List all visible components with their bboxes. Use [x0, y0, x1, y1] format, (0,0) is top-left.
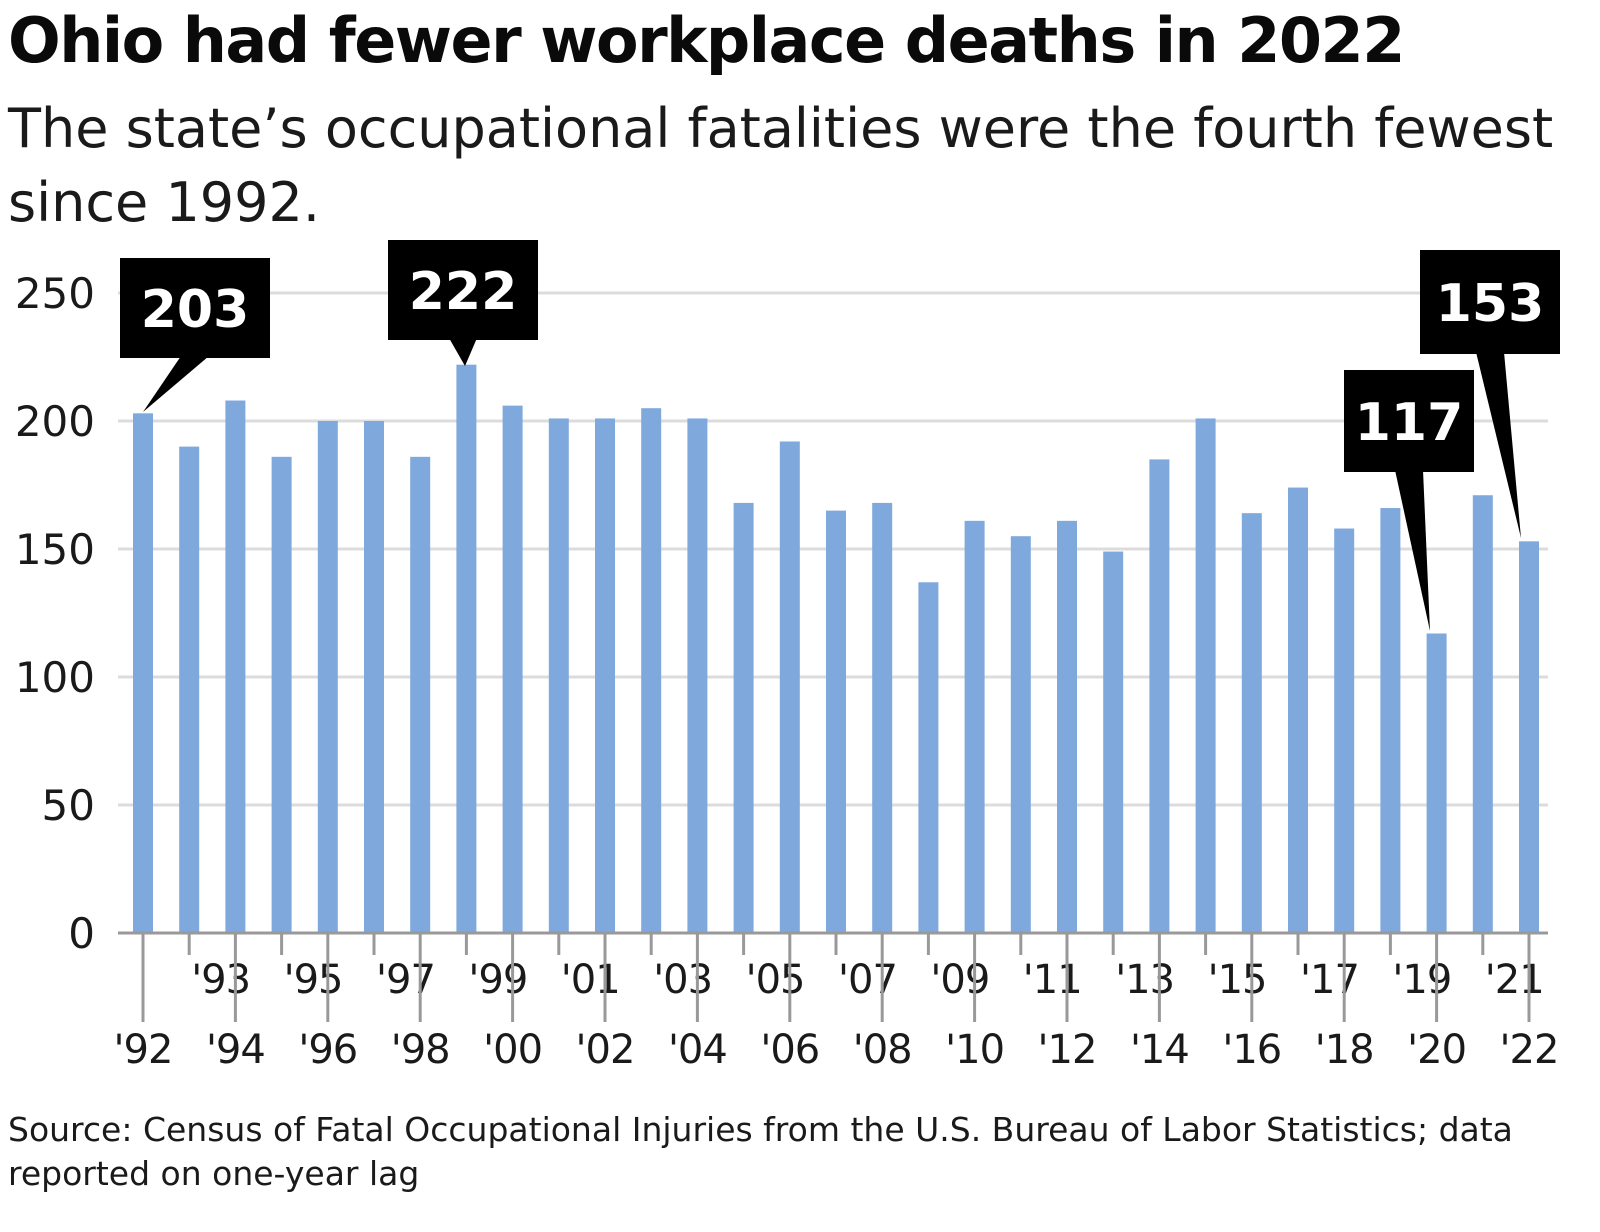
- bar: [595, 418, 615, 933]
- bar: [271, 456, 292, 933]
- bar: [1241, 513, 1262, 933]
- bar: [826, 510, 846, 933]
- x-tick-label: '92: [114, 1027, 173, 1073]
- callout-pointer: [1395, 470, 1430, 631]
- y-tick-label: 250: [15, 269, 95, 318]
- x-tick-label: '01: [561, 957, 620, 1003]
- bar: [225, 400, 246, 933]
- bar: [1057, 520, 1077, 933]
- x-tick-label: '06: [760, 1027, 819, 1073]
- y-tick-label: 0: [68, 909, 95, 958]
- x-tick-label: '09: [930, 957, 989, 1003]
- callout-value-label: 153: [1436, 274, 1545, 334]
- bar: [1103, 551, 1124, 933]
- bar: [456, 364, 477, 933]
- bar: [317, 421, 338, 933]
- x-tick-label: '05: [746, 957, 805, 1003]
- bar: [502, 405, 523, 933]
- callout-pointer: [449, 338, 477, 366]
- chart-title: Ohio had fewer workplace deaths in 2022: [8, 4, 1405, 77]
- bar: [179, 446, 200, 933]
- x-tick-label: '20: [1407, 1027, 1466, 1073]
- bar: [1334, 528, 1355, 933]
- bar: [1380, 508, 1401, 933]
- bar: [133, 413, 153, 933]
- x-tick-label: '96: [298, 1027, 357, 1073]
- x-tick-label: '98: [391, 1027, 450, 1073]
- x-tick-label: '07: [838, 957, 897, 1003]
- x-tick-label: '03: [653, 957, 712, 1003]
- bar: [964, 520, 985, 933]
- x-tick-label: '18: [1315, 1027, 1374, 1073]
- x-tick-label: '13: [1115, 957, 1174, 1003]
- bar: [1288, 487, 1308, 933]
- x-tick-label: '93: [191, 957, 250, 1003]
- bar: [687, 418, 708, 933]
- callout-value-label: 222: [409, 262, 518, 322]
- bar: [733, 502, 754, 933]
- x-tick-label: '11: [1023, 957, 1082, 1003]
- chart-subtitle: The state’s occupational fatalities were…: [8, 97, 1554, 234]
- bar: [1149, 459, 1170, 933]
- y-tick-label: 200: [15, 397, 95, 446]
- callout-value-label: 117: [1355, 393, 1464, 453]
- x-tick-label: '99: [468, 957, 527, 1003]
- x-tick-label: '95: [284, 957, 343, 1003]
- bar: [364, 421, 384, 933]
- callout-box: [120, 258, 270, 358]
- x-tick-label: '97: [376, 957, 435, 1003]
- x-tick-label: '00: [483, 1027, 542, 1073]
- x-tick-label: '08: [853, 1027, 912, 1073]
- callout-box: [1344, 370, 1474, 472]
- callout-value-label: 203: [141, 280, 250, 340]
- x-tick-label: '12: [1038, 1027, 1097, 1073]
- x-tick-label: '02: [576, 1027, 635, 1073]
- x-tick-label: '15: [1208, 957, 1267, 1003]
- x-tick-label: '19: [1392, 957, 1451, 1003]
- callout-pointer: [1476, 352, 1521, 538]
- source-note: Source: Census of Fatal Occupational Inj…: [8, 1110, 1513, 1193]
- bar: [1519, 541, 1539, 933]
- bar: [1010, 536, 1031, 933]
- bar: [641, 408, 662, 933]
- bar: [1195, 418, 1216, 933]
- bar-chart: 0 50 100 150 200 250 '92 '93 '94 '95 '96 '97 '98 '99 '…: [15, 240, 1560, 1073]
- x-tick-label: '94: [206, 1027, 265, 1073]
- x-tick-label: '14: [1130, 1027, 1189, 1073]
- bar: [410, 456, 431, 933]
- y-tick-label: 50: [42, 781, 95, 830]
- x-tick-label: '22: [1500, 1027, 1559, 1073]
- bar: [779, 441, 800, 933]
- bar: [918, 582, 939, 933]
- x-tick-label: '04: [668, 1027, 727, 1073]
- x-tick-label: '17: [1300, 957, 1359, 1003]
- bar: [872, 502, 893, 933]
- x-tick-label: '10: [945, 1027, 1004, 1073]
- x-tick-label: '21: [1485, 957, 1544, 1003]
- bar: [1472, 495, 1493, 933]
- bar: [1426, 633, 1447, 933]
- callout-box: [1420, 250, 1560, 354]
- callout-pointer: [143, 356, 209, 412]
- x-tick-label: '16: [1222, 1027, 1281, 1073]
- bar: [548, 418, 569, 933]
- y-tick-label: 150: [15, 525, 95, 574]
- callout-box: [388, 240, 538, 340]
- y-tick-label: 100: [15, 653, 95, 702]
